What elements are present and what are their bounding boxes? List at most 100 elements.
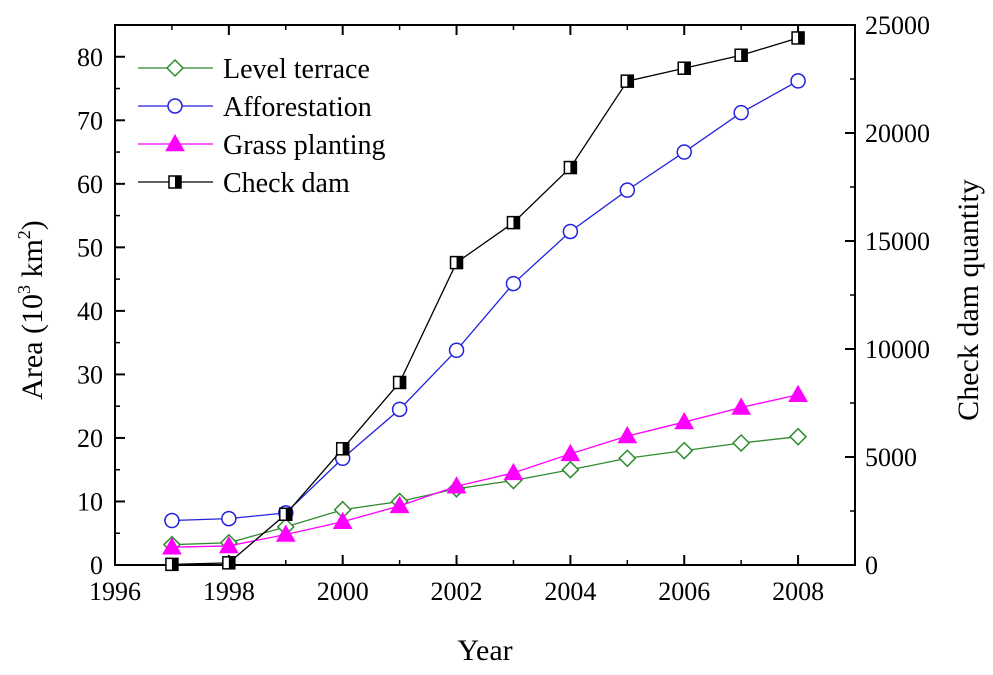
data-point [562, 223, 579, 240]
data-point [503, 462, 524, 481]
marker-fill [399, 376, 406, 389]
data-point [335, 442, 350, 456]
marker-shape [675, 441, 694, 460]
series-grass-planting [162, 384, 808, 555]
x-tick-label: 2008 [772, 577, 824, 606]
y2-tick-label: 10000 [865, 335, 930, 364]
series-line [171, 436, 799, 546]
marker-fill [741, 49, 748, 62]
x-axis-title: Year [457, 634, 512, 667]
marker-shape [676, 144, 692, 160]
marker-fill [456, 256, 463, 269]
marker-shape [162, 537, 182, 555]
data-point [332, 511, 353, 530]
marker-shape [674, 412, 695, 430]
data-point [563, 160, 578, 175]
legend-marker [165, 58, 185, 78]
data-point [620, 74, 635, 88]
legend-item: Afforestation [138, 92, 372, 123]
marker-shape [732, 433, 751, 453]
y2-axis-title: Check dam quantity [952, 179, 985, 421]
series-check-dam [165, 31, 805, 572]
data-point [164, 512, 180, 529]
marker-shape [165, 58, 185, 78]
marker-shape [505, 275, 522, 292]
y2-tick-label: 15000 [865, 227, 930, 256]
y-tick-label: 0 [90, 551, 103, 580]
marker-shape [167, 98, 183, 114]
data-point [791, 31, 805, 45]
marker-fill [285, 508, 292, 521]
y2-tick-label: 20000 [865, 119, 930, 148]
y-tick-label: 50 [77, 233, 103, 262]
data-point [392, 375, 407, 390]
y-axis-title-sup1: 3 [14, 285, 34, 294]
y-axis-title-prefix: Area (10 [16, 294, 49, 400]
data-point [218, 535, 239, 554]
marker-shape [391, 401, 408, 418]
data-point [446, 476, 467, 494]
data-point [560, 443, 581, 462]
series-line [171, 37, 799, 566]
data-point [222, 556, 236, 570]
legend-marker [167, 98, 183, 114]
y-tick-label: 10 [77, 487, 103, 516]
data-point [790, 73, 806, 89]
y-tick-label: 70 [77, 106, 103, 135]
marker-fill [342, 442, 349, 455]
data-point [279, 507, 293, 521]
marker-shape [389, 495, 410, 514]
x-tick-label: 2006 [658, 577, 710, 606]
marker-shape [562, 223, 579, 240]
y-axis-title-suffix: ) [16, 220, 49, 230]
data-point [733, 104, 749, 121]
data-point [675, 441, 694, 460]
series-layer [162, 31, 808, 572]
data-point [732, 433, 751, 453]
marker-shape [448, 342, 465, 359]
marker-shape [617, 426, 638, 444]
y-axis-title: Area (103 km2) [14, 220, 49, 400]
data-point [618, 449, 637, 468]
legend-item: Grass planting [138, 130, 386, 161]
x-tick-label: 1998 [203, 577, 255, 606]
axes: 1996 1998 2000 2002 2004 2006 2008 0 10 20 30 40 50 6… [77, 11, 930, 606]
data-point [788, 384, 808, 402]
marker-fill [798, 31, 805, 44]
marker-shape [561, 460, 580, 479]
marker-fill [627, 75, 634, 88]
y-tick-label: 30 [77, 360, 103, 389]
y-tick-label: 80 [77, 43, 103, 72]
legend-item: Check dam [138, 168, 350, 199]
marker-shape [731, 397, 752, 415]
marker-fill [513, 216, 520, 229]
data-point [449, 255, 464, 270]
data-point [162, 537, 182, 555]
y-axis-title-mid: km [16, 239, 49, 285]
series-line [171, 394, 799, 548]
legend: Level terrace Afforestation Grass planting… [138, 54, 386, 199]
x-tick-label: 2000 [317, 577, 369, 606]
data-point [165, 557, 179, 572]
series-level-terrace [162, 427, 808, 554]
marker-shape [618, 449, 637, 468]
marker-shape [221, 510, 237, 527]
marker-shape [789, 427, 808, 446]
data-point [676, 144, 692, 160]
y2-tick-label: 25000 [865, 11, 930, 40]
marker-shape [733, 104, 749, 121]
marker-fill [175, 176, 181, 188]
marker-shape [788, 384, 808, 402]
data-point [561, 460, 580, 479]
legend-label: Afforestation [223, 92, 372, 123]
data-point [448, 342, 465, 359]
data-point [506, 215, 521, 230]
marker-shape [560, 443, 581, 462]
x-tick-label: 1996 [89, 577, 141, 606]
marker-shape [164, 512, 180, 529]
marker-shape [619, 182, 636, 198]
legend-label: Level terrace [223, 54, 370, 85]
legend-label: Check dam [223, 168, 350, 199]
marker-shape [446, 476, 467, 494]
